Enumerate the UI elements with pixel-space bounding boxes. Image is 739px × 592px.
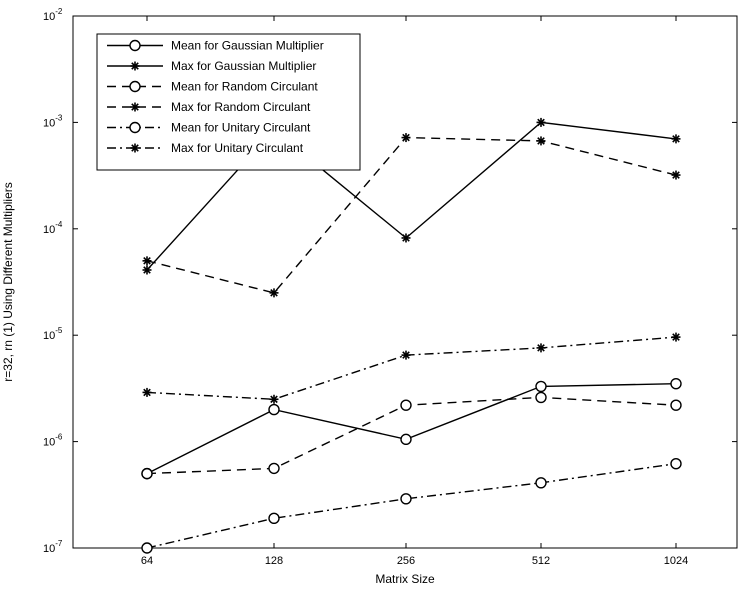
x-tick-label: 512 bbox=[532, 555, 550, 567]
x-tick-label: 256 bbox=[397, 555, 415, 567]
data-point bbox=[268, 512, 280, 525]
data-point bbox=[536, 343, 546, 353]
ticks: 64 128 256 512 1024 10-7 10-6 10-5 10-4 10-3 10-2 bbox=[43, 7, 737, 567]
series-3 bbox=[141, 391, 682, 480]
legend-entry: Mean for Unitary Circulant bbox=[107, 121, 311, 135]
data-point bbox=[141, 542, 153, 554]
y-tick-label: 10-7 bbox=[43, 539, 63, 555]
y-tick-label: 10-5 bbox=[43, 326, 63, 342]
data-point bbox=[671, 134, 681, 144]
x-tick-label: 1024 bbox=[664, 555, 688, 567]
legend-box bbox=[96, 33, 361, 171]
data-point bbox=[269, 394, 279, 404]
legend-entry: Max for Unitary Circulant bbox=[107, 141, 304, 155]
y-tick-label: 10-3 bbox=[43, 113, 63, 129]
legend-entry: Max for Random Circulant bbox=[107, 100, 311, 114]
legend-marker bbox=[130, 102, 140, 112]
legend-entry: Mean for Gaussian Multiplier bbox=[107, 39, 324, 53]
data-point bbox=[671, 170, 681, 180]
data-point bbox=[400, 493, 412, 505]
legend-label: Mean for Random Circulant bbox=[171, 80, 318, 94]
legend-marker bbox=[129, 39, 141, 52]
legend-label: Max for Random Circulant bbox=[171, 100, 311, 114]
legend: Mean for Gaussian Multiplier Max for Gaus… bbox=[96, 33, 361, 171]
y-tick-label: 10-6 bbox=[43, 433, 63, 449]
data-point bbox=[400, 399, 412, 411]
legend-marker bbox=[130, 61, 140, 71]
series-6 bbox=[142, 332, 681, 404]
data-point bbox=[670, 378, 682, 390]
legend-label: Mean for Unitary Circulant bbox=[171, 121, 311, 135]
legend-entry: Max for Gaussian Multiplier bbox=[107, 59, 316, 73]
series-layer bbox=[141, 117, 682, 554]
data-point bbox=[536, 136, 546, 146]
legend-marker bbox=[130, 143, 140, 153]
data-point bbox=[670, 399, 682, 411]
y-axis-label: r=32, rn (1) Using Different Multipliers bbox=[1, 182, 15, 382]
data-point bbox=[535, 380, 547, 393]
legend-label: Max for Gaussian Multiplier bbox=[171, 59, 316, 73]
series-4 bbox=[142, 133, 681, 298]
y-tick-label: 10-2 bbox=[43, 7, 63, 23]
legend-marker bbox=[129, 121, 141, 134]
data-point bbox=[535, 391, 547, 404]
x-tick-label: 64 bbox=[141, 555, 153, 567]
data-point bbox=[142, 256, 152, 266]
legend-entry: Mean for Random Circulant bbox=[107, 80, 318, 94]
x-axis-label: Matrix Size bbox=[375, 572, 435, 586]
data-point bbox=[268, 462, 280, 475]
data-point bbox=[142, 387, 152, 397]
series-line bbox=[146, 463, 677, 549]
data-point bbox=[671, 332, 681, 342]
legend-label: Max for Unitary Circulant bbox=[171, 141, 304, 155]
y-tick-label: 10-4 bbox=[43, 220, 63, 236]
data-point bbox=[535, 477, 547, 489]
data-point bbox=[401, 133, 411, 143]
data-point bbox=[670, 457, 682, 470]
data-point bbox=[400, 433, 412, 446]
data-point bbox=[268, 403, 280, 416]
legend-marker bbox=[129, 80, 141, 93]
data-point bbox=[536, 117, 546, 127]
x-tick-label: 128 bbox=[265, 555, 283, 567]
data-point bbox=[401, 233, 411, 243]
data-point bbox=[141, 467, 153, 480]
series-5 bbox=[141, 457, 682, 554]
legend-label: Mean for Gaussian Multiplier bbox=[171, 39, 324, 53]
data-point bbox=[269, 288, 279, 298]
data-point bbox=[401, 350, 411, 360]
data-point bbox=[142, 265, 152, 275]
